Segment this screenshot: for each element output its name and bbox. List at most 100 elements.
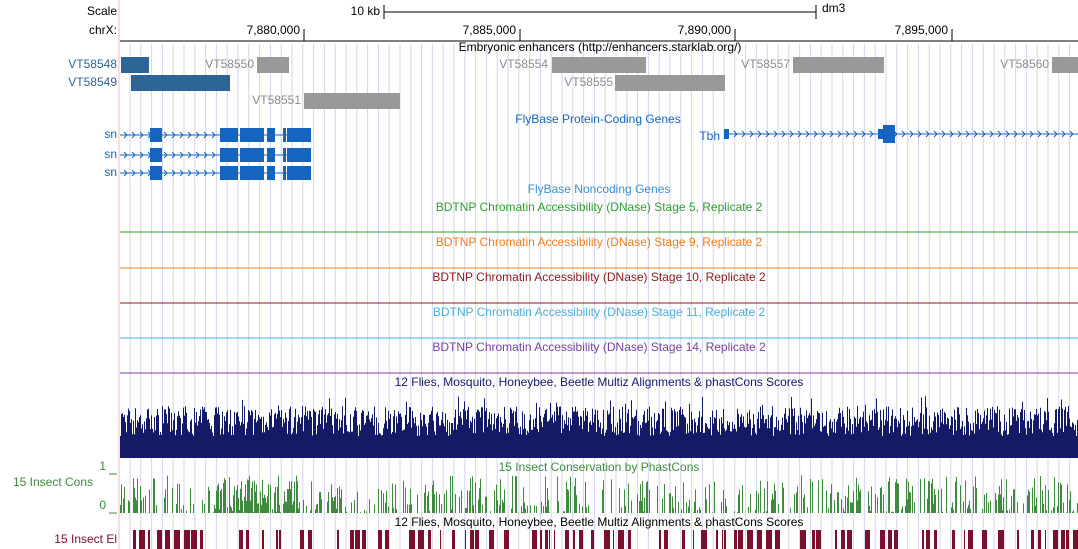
strand-arrow [171, 151, 176, 159]
exon [267, 128, 275, 142]
exon [287, 128, 311, 142]
strand-arrow [765, 130, 770, 138]
conserved-elements [133, 530, 1078, 549]
track-title: BDTNP Chromatin Accessibility (DNase) St… [433, 305, 766, 319]
axis-label: 1 [99, 459, 106, 473]
strand-arrow [909, 130, 914, 138]
track-title: BDTNP Chromatin Accessibility (DNase) St… [432, 270, 766, 284]
position-label: 7,895,000 [895, 23, 949, 37]
side-label[interactable]: 15 Insect Cons [13, 475, 93, 489]
enhancer[interactable] [131, 75, 230, 91]
strand-arrow [195, 131, 200, 139]
strand-arrow [131, 151, 136, 159]
enhancer[interactable] [121, 57, 149, 73]
exon [240, 128, 264, 142]
strand-arrow [179, 151, 184, 159]
strand-arrow [171, 131, 176, 139]
strand-arrow [195, 151, 200, 159]
enhancer-label[interactable]: VT58560 [1000, 57, 1049, 71]
strand-arrow [187, 131, 192, 139]
enhancer-label[interactable]: VT58549 [68, 75, 117, 89]
exon [220, 128, 238, 142]
strand-arrow [211, 131, 216, 139]
position-label: 7,880,000 [247, 23, 301, 37]
strand-arrow [901, 130, 906, 138]
exon [150, 166, 162, 180]
strand-arrow [163, 151, 168, 159]
exon [283, 128, 286, 142]
strand-arrow [957, 130, 962, 138]
assembly-label: dm3 [822, 1, 846, 15]
strand-arrow [845, 130, 850, 138]
gene-label[interactable]: sn [104, 165, 117, 179]
side-label[interactable]: 15 Insect El [54, 532, 117, 546]
enhancer[interactable] [257, 57, 289, 73]
strand-arrow [869, 130, 874, 138]
strand-arrow [741, 130, 746, 138]
strand-arrow [131, 169, 136, 177]
strand-arrow [981, 130, 986, 138]
enhancer[interactable] [793, 57, 884, 73]
strand-arrow [187, 151, 192, 159]
track-title: FlyBase Noncoding Genes [528, 182, 671, 196]
enhancer-label[interactable]: VT58551 [252, 93, 301, 107]
strand-arrow [781, 130, 786, 138]
strand-arrow [1013, 130, 1018, 138]
strand-arrow [139, 151, 144, 159]
strand-arrow [821, 130, 826, 138]
strand-arrow [965, 130, 970, 138]
conservation-wiggle [120, 396, 1078, 458]
enhancer-label[interactable]: VT58548 [68, 57, 117, 71]
track-title: 12 Flies, Mosquito, Honeybee, Beetle Mul… [395, 375, 804, 389]
strand-arrow [925, 130, 930, 138]
position-label: 7,885,000 [463, 23, 517, 37]
exon [267, 148, 275, 162]
exon [287, 148, 311, 162]
strand-arrow [1061, 130, 1066, 138]
track-title: BDTNP Chromatin Accessibility (DNase) St… [436, 200, 763, 214]
enhancer[interactable] [304, 93, 400, 109]
exon [883, 125, 895, 143]
exon [267, 166, 275, 180]
position-label: 7,890,000 [678, 23, 732, 37]
strand-arrow [941, 130, 946, 138]
chrom-label: chrX: [89, 23, 117, 37]
strand-arrow [733, 130, 738, 138]
enhancer-label[interactable]: VT58554 [499, 57, 548, 71]
gene-models [120, 125, 1078, 180]
strand-arrow [805, 130, 810, 138]
strand-arrow [179, 131, 184, 139]
strand-arrow [973, 130, 978, 138]
strand-arrow [123, 169, 128, 177]
gene-label[interactable]: Tbh [699, 129, 720, 143]
gene-label[interactable]: sn [104, 147, 117, 161]
enhancer-label[interactable]: VT58550 [205, 57, 254, 71]
axis-label: 0 [99, 498, 106, 512]
exon [220, 166, 238, 180]
enhancer[interactable] [552, 57, 646, 73]
strand-arrow [203, 131, 208, 139]
gene-label[interactable]: sn [104, 127, 117, 141]
track-title: BDTNP Chromatin Accessibility (DNase) St… [432, 340, 766, 354]
strand-arrow [139, 169, 144, 177]
exon [240, 166, 264, 180]
track-title: FlyBase Protein-Coding Genes [515, 112, 680, 126]
enhancer-label[interactable]: VT58557 [741, 57, 790, 71]
enhancer[interactable] [1052, 57, 1078, 73]
enhancer[interactable] [615, 75, 725, 91]
strand-arrow [187, 169, 192, 177]
strand-arrow [813, 130, 818, 138]
scale-bar-label: 10 kb [351, 4, 381, 18]
exon [283, 166, 286, 180]
strand-arrow [163, 169, 168, 177]
strand-arrow [123, 151, 128, 159]
track-title: 12 Flies, Mosquito, Honeybee, Beetle Mul… [395, 515, 804, 529]
exon [220, 148, 238, 162]
enhancer-label[interactable]: VT58555 [564, 75, 613, 89]
strand-arrow [773, 130, 778, 138]
strand-arrow [789, 130, 794, 138]
axis-ticks [109, 473, 117, 514]
strand-arrow [171, 169, 176, 177]
strand-arrow [211, 169, 216, 177]
track-title: BDTNP Chromatin Accessibility (DNase) St… [436, 235, 763, 249]
